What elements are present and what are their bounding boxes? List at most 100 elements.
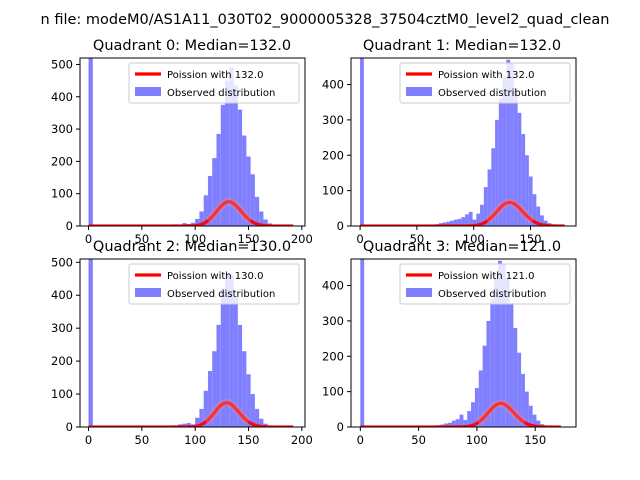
quadrant-3-xtick-label: 50: [411, 433, 426, 447]
quadrant-3-hist-bar: [482, 345, 487, 427]
quadrant-3-hist-bar: [444, 423, 448, 427]
quadrant-0-xtick-label: 100: [184, 232, 206, 246]
quadrant-2-xtick-label: 0: [85, 433, 92, 447]
quadrant-2-hist-bar: [237, 324, 243, 427]
quadrant-3-hist-bar: [478, 370, 483, 427]
quadrant-0-hist-bar: [212, 158, 217, 226]
quadrant-1-ytick-label: 400: [322, 78, 344, 92]
quadrant-0-xtick-label: 0: [85, 232, 92, 246]
quadrant-3-hist-bar: [528, 405, 533, 427]
quadrant-0-hist-bar: [233, 85, 238, 226]
quadrant-2-hist-bar: [203, 390, 208, 427]
quadrant-2-hist-bar: [225, 273, 230, 427]
quadrant-3-legend-hist-label: Observed distribution: [438, 289, 546, 300]
quadrant-0-legend-hist-swatch: [135, 87, 161, 96]
quadrant-3-hist-bar: [532, 414, 537, 427]
quadrant-1-hist-bar: [483, 187, 488, 226]
quadrant-3-hist-bar: [505, 278, 510, 427]
quadrant-3-hist-bar: [513, 327, 518, 427]
quadrant-0-hist-bar: [242, 135, 247, 226]
quadrant-2-hist-bar: [254, 408, 260, 427]
quadrant-1-xtick-label: 100: [463, 232, 485, 246]
quadrant-1-hist-bar: [543, 220, 548, 226]
quadrant-1-axes-frame: [350, 57, 577, 227]
quadrant-2-ytick-label: 200: [51, 354, 73, 368]
quadrant-1-hist-bar: [461, 217, 466, 226]
quadrant-0-poisson-peak-glow: [205, 197, 253, 224]
quadrant-3-hist-bar: [360, 259, 365, 427]
quadrant-0-xtick-label: 150: [238, 232, 260, 246]
quadrant-0-xtick-label: 50: [135, 232, 150, 246]
quadrant-2-ytick-label: 0: [66, 420, 73, 434]
quadrant-1-hist-bar: [487, 169, 492, 226]
quadrant-1-hist-bar: [525, 155, 529, 226]
quadrant-3-hist-bar: [509, 303, 514, 427]
quadrant-1-hist-bar: [476, 213, 481, 226]
quadrant-1-hist-bar: [502, 77, 507, 226]
quadrant-3-xtick-label: 150: [524, 433, 546, 447]
quadrant-1-hist-bar: [510, 63, 514, 226]
quadrant-2-xtick-label: 200: [291, 433, 313, 447]
quadrant-1-title: Quadrant 1: Median=132.0: [363, 38, 561, 54]
quadrant-2-panel: 0 50 100 150 200 0 100 200 300 400 500 Poission wit…: [51, 239, 313, 447]
quadrant-0-title: Quadrant 0: Median=132.0: [93, 38, 291, 54]
quadrant-3-hist-bar: [447, 422, 452, 427]
quadrant-0-hist-bar: [259, 211, 264, 226]
quadrant-1-hist-bar: [491, 148, 496, 226]
quadrant-1-hist-bar: [513, 88, 518, 226]
quadrant-2-ytick-label: 500: [51, 255, 73, 269]
quadrant-0-axes-frame: [79, 57, 306, 227]
quadrant-0-ytick-label: 500: [51, 57, 73, 71]
quadrant-3-ytick-label: 200: [322, 349, 344, 363]
quadrant-2-hist-bar: [259, 418, 264, 427]
quadrant-3-hist-bar: [498, 260, 502, 427]
quadrant-0-ytick-label: 0: [66, 219, 73, 233]
quadrant-2-legend: Poission with 130.0 Observed distribution: [128, 263, 300, 305]
quadrant-2-poisson-peak-glow: [203, 398, 251, 426]
quadrant-3-hist-bar: [463, 419, 468, 427]
quadrant-3-hist-bar: [517, 352, 522, 427]
quadrant-1-hist-bar: [517, 112, 522, 226]
quadrant-1-xtick-label: 150: [520, 232, 542, 246]
quadrant-3-title: Quadrant 3: Median=121.0: [363, 239, 561, 255]
quadrant-3-hist-bar: [455, 419, 460, 427]
quadrant-3-ytick-label: 300: [322, 314, 344, 328]
quadrant-1-hist-bar: [480, 204, 484, 226]
quadrant-3-plot-area: [359, 259, 562, 427]
quadrant-1-legend: Poission with 132.0 Observed distribution: [399, 62, 571, 104]
quadrant-1-hist-bar: [540, 215, 544, 226]
quadrant-1-hist-bar: [495, 119, 499, 226]
quadrant-1-hist-bar: [506, 59, 511, 226]
quadrant-1-legend-box: [399, 62, 571, 104]
quadrant-1-hist-bar: [472, 219, 477, 226]
quadrant-1-legend-hist-label: Observed distribution: [438, 88, 546, 99]
quadrant-3-hist-bar: [451, 420, 456, 427]
quadrant-1-hist-bar: [532, 194, 537, 226]
quadrant-3-ytick-label: 100: [322, 385, 344, 399]
quadrant-0-hist-bar: [216, 133, 221, 226]
quadrant-2-ytick-label: 100: [51, 387, 73, 401]
quadrant-1-hist-bar: [528, 176, 533, 226]
quadrant-3-legend-box: [399, 263, 571, 305]
quadrant-2-xtick-label: 50: [135, 433, 150, 447]
quadrant-1-hist-bar: [360, 58, 364, 226]
quadrant-3-hist-bar: [467, 411, 472, 427]
quadrant-1-hist-bar: [457, 218, 462, 226]
quadrant-0-hist-bar: [225, 80, 230, 226]
quadrant-2-legend-box: [128, 263, 300, 305]
quadrant-3-xtick-label: 100: [466, 433, 488, 447]
quadrant-2-hist-bar: [186, 423, 191, 427]
quadrant-2-hist-bar: [246, 374, 251, 427]
quadrant-3-poisson-peak-glow: [475, 399, 527, 426]
quadrant-0-hist-bar: [203, 195, 208, 226]
quadrant-1-ytick-label: 0: [337, 219, 344, 233]
quadrant-2-xtick-label: 150: [238, 433, 260, 447]
quadrant-3-xtick-label: 0: [357, 433, 364, 447]
quadrant-2-hist-bar: [195, 417, 200, 427]
quadrant-3-hist-bar: [471, 402, 475, 427]
quadrant-1-hist-bar: [521, 134, 526, 226]
quadrant-0-legend: Poission with 132.0 Observed distribution: [128, 62, 300, 104]
quadrant-3-hist-bar: [524, 391, 529, 427]
quadrant-3-ytick-label: 400: [322, 279, 344, 293]
